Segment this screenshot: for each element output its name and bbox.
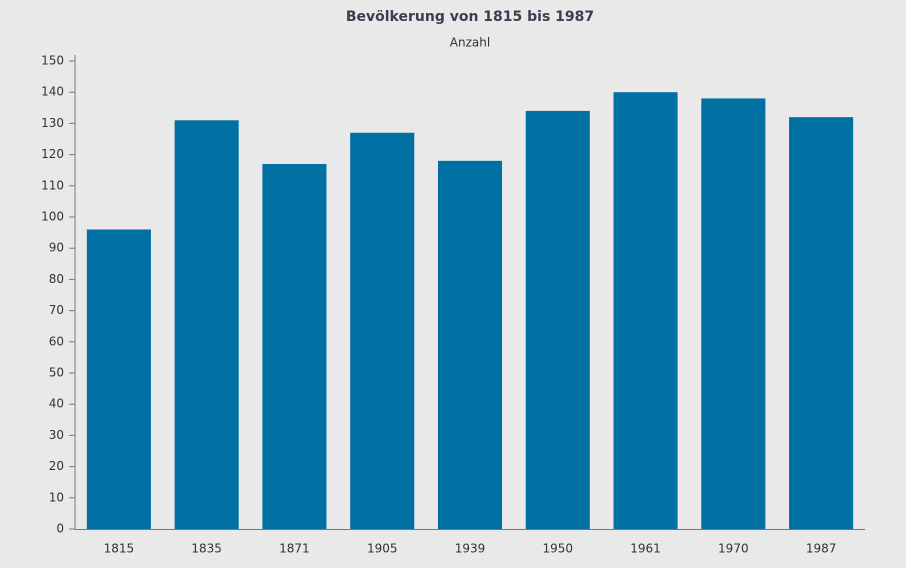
bar [525, 110, 590, 530]
x-tick-label: 1950 [543, 542, 574, 556]
x-tick-label: 1970 [718, 542, 749, 556]
y-tick-label: 110 [41, 178, 64, 192]
chart-subtitle: Anzahl [450, 36, 490, 50]
y-tick-label: 60 [49, 334, 64, 348]
y-tick-label: 30 [49, 428, 64, 442]
y-tick-label: 90 [49, 241, 64, 255]
y-tick-label: 100 [41, 210, 64, 224]
y-tick-label: 10 [49, 490, 64, 504]
x-tick-label: 1835 [191, 542, 222, 556]
x-tick-label: 1815 [104, 542, 135, 556]
y-tick-label: 120 [41, 147, 64, 161]
bar [86, 229, 151, 530]
y-tick-label: 20 [49, 459, 64, 473]
bar [701, 98, 766, 529]
x-tick-label: 1905 [367, 542, 398, 556]
bar [174, 120, 239, 529]
bar [262, 163, 327, 529]
x-tick-label: 1871 [279, 542, 310, 556]
y-tick-label: 140 [41, 85, 64, 99]
x-tick-label: 1961 [630, 542, 661, 556]
x-tick-label: 1987 [806, 542, 837, 556]
y-tick-label: 70 [49, 303, 64, 317]
y-tick-label: 50 [49, 366, 64, 380]
chart-title: Bevölkerung von 1815 bis 1987 [346, 9, 594, 25]
x-tick-label: 1939 [455, 542, 486, 556]
bar [350, 132, 415, 529]
bar [789, 117, 854, 529]
bar [437, 160, 503, 529]
y-tick-label: 40 [49, 397, 64, 411]
bar [613, 92, 678, 529]
y-tick-label: 130 [41, 116, 64, 130]
y-tick-label: 0 [56, 522, 64, 536]
y-tick-label: 80 [49, 272, 64, 286]
y-tick-label: 150 [41, 54, 64, 68]
